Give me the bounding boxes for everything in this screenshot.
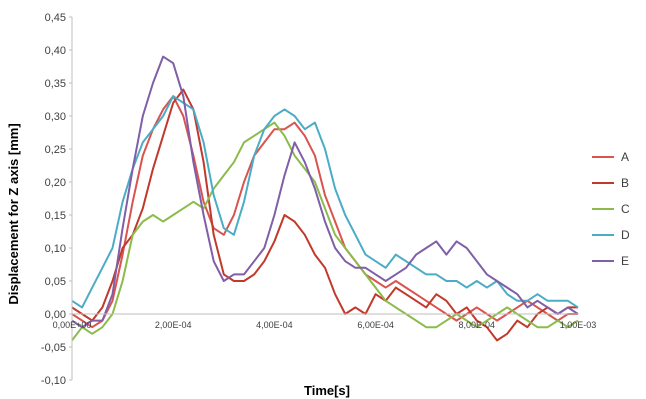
x-axis-label: Time[s] [304,383,350,398]
x-tick-label: 0,00E+00 [53,320,92,330]
x-tick-label: 6,00E-04 [357,320,394,330]
series-line-e [71,55,579,329]
y-tick-label: 0,15 [45,210,66,222]
y-tick-label: 0,30 [45,111,66,123]
series-line-b [71,88,578,342]
legend-label-d: D [621,228,630,242]
x-tick-label: 8,00E-04 [459,320,496,330]
y-tick-labels: -0,10 -0,05 0,00 0,05 0,10 0,15 0,20 0,25 0,30 0,… [41,12,72,387]
y-tick-label: 0,05 [45,276,66,288]
y-tick-label: 0,35 [45,78,66,90]
legend-label-c: C [621,202,630,216]
y-tick-label: 0,00 [45,309,66,321]
x-tick-labels: 0,00E+00 2,00E-04 4,00E-04 6,00E-04 8,00E-04… [53,320,597,330]
y-axis-label: Displacement for Z axis [mm] [6,123,21,304]
x-tick-label: 2,00E-04 [155,320,192,330]
y-tick-label: 0,10 [45,243,66,255]
y-tick-label: -0,10 [41,375,66,387]
y-tick-label: 0,20 [45,177,66,189]
y-tick-label: 0,25 [45,144,66,156]
series-line-a [71,95,578,329]
legend-label-b: B [621,176,629,190]
y-tick-label: -0,05 [41,342,66,354]
series-line-c [71,121,579,342]
legend-label-a: A [621,150,629,164]
plot-lines [71,55,579,342]
series-line-d [71,95,579,309]
legend-label-e: E [621,254,629,268]
y-tick-label: 0,45 [45,12,66,24]
x-tick-label: 1,00E-03 [560,320,597,330]
x-tick-label: 4,00E-04 [256,320,293,330]
y-tick-label: 0,40 [45,45,66,57]
